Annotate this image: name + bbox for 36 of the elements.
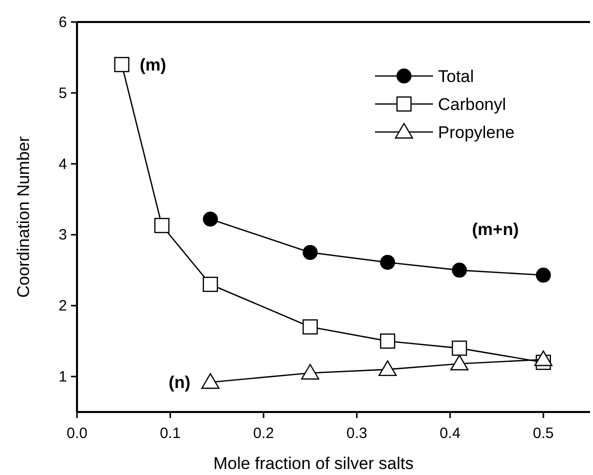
point [380,254,396,270]
x-tick-label: 0.1 [160,425,181,442]
x-tick-label: 0.5 [532,425,554,442]
x-axis-title: Mole fraction of silver salts [213,454,414,473]
point [202,276,218,292]
legend-label: Carbonyl [438,95,506,114]
point [452,340,468,356]
x-tick-label: 0.2 [253,425,274,442]
point [378,360,397,376]
y-tick-label: 3 [58,226,67,244]
point [534,350,552,366]
legend-label: Total [438,67,474,86]
y-tick-label: 2 [58,298,67,315]
x-tick-label: 0.3 [346,425,368,442]
x-tick-label: 0.0 [66,425,88,442]
point [301,364,320,380]
legend-label: Propylene [438,123,515,142]
annotation: (m) [140,56,166,75]
point [536,268,551,283]
point [452,262,467,278]
point [201,373,220,389]
annotation: (m+n) [472,220,519,240]
annotation: (n) [168,373,190,392]
point [202,212,218,227]
point [154,218,170,234]
y-tick-label: 4 [58,156,67,173]
point [302,244,318,260]
y-tick-label: 6 [58,14,67,31]
y-tick-label: 5 [58,84,67,102]
point [302,319,318,335]
point [114,56,130,72]
x-tick-label: 0.4 [440,425,461,442]
y-axis-title: Coordination Number [14,136,33,298]
point [450,354,469,370]
point [380,333,396,349]
y-tick-label: 1 [58,368,67,386]
